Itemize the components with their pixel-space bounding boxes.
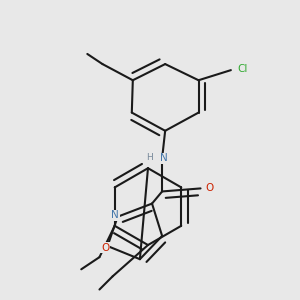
Text: N: N bbox=[160, 153, 167, 163]
Text: O: O bbox=[206, 183, 214, 194]
Text: O: O bbox=[101, 243, 109, 253]
Text: H: H bbox=[146, 153, 152, 162]
Text: Cl: Cl bbox=[238, 64, 248, 74]
Text: N: N bbox=[111, 210, 119, 220]
